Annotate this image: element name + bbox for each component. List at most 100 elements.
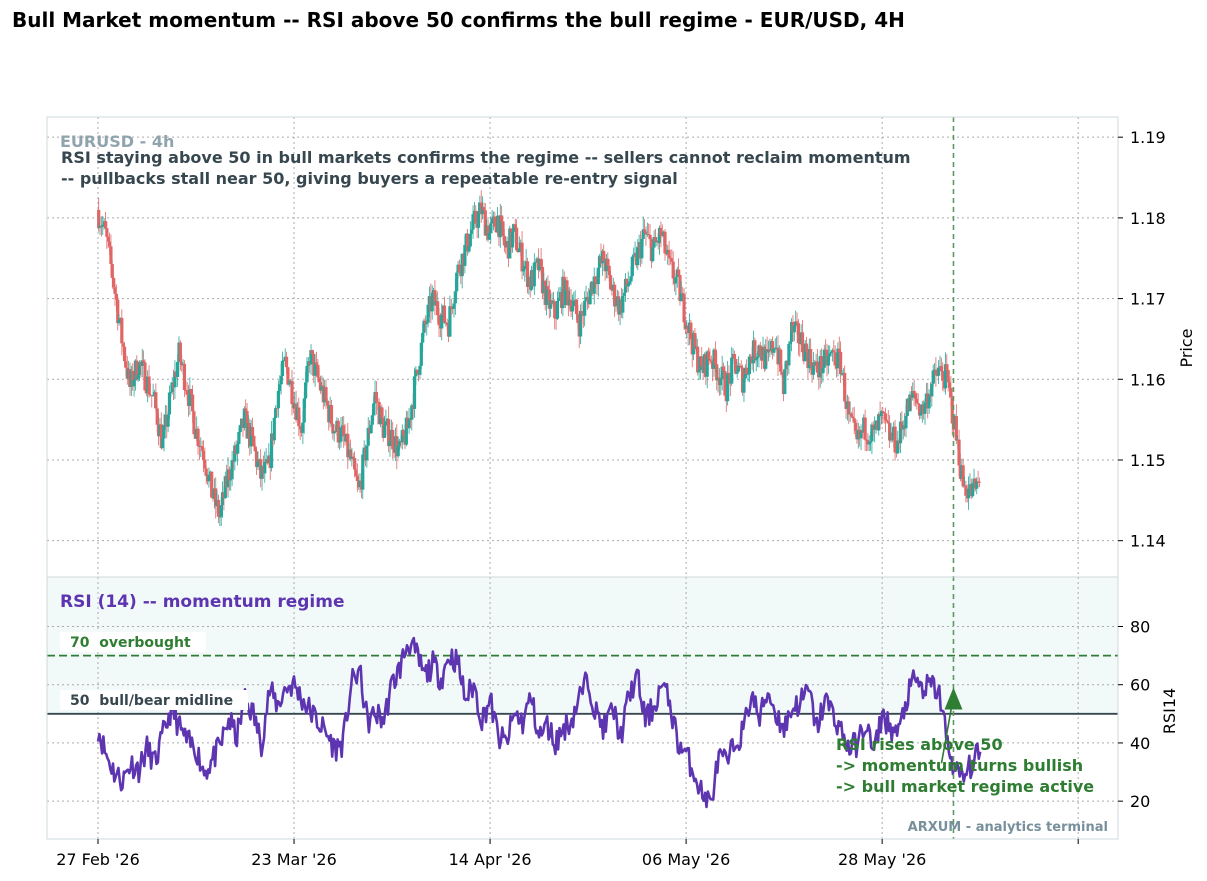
candlesticks [97,190,982,527]
candle [147,365,151,398]
rsi-line [96,636,982,809]
candle [917,403,922,420]
candle [553,299,557,330]
candle [632,247,636,269]
candle [98,216,102,235]
rsi-ytick-label: 60 [1130,676,1150,695]
candle [647,223,651,236]
candle [280,351,285,384]
candle [770,336,775,360]
candle [592,267,596,305]
candle [843,365,847,403]
candle [407,407,411,434]
candle [354,460,358,477]
rsi-panel-frame [46,576,1119,840]
candle [544,277,549,316]
candle [608,271,613,290]
candle [794,310,798,328]
candle [220,481,225,518]
candle [182,360,187,397]
price-ytick-label: 1.16 [1130,370,1166,389]
candle [167,385,172,419]
candle [216,494,221,524]
rsi-axis-label: RSI14 [1160,688,1179,734]
candle [859,424,863,451]
candle [779,347,783,376]
candle [819,348,824,384]
candle [286,366,290,386]
candle [888,414,892,449]
candle [116,296,120,331]
candle [898,412,903,454]
candle [249,419,253,454]
price-annotation-line-1: RSI staying above 50 in bull markets con… [61,148,911,167]
price-axis-label: Price [1177,328,1196,367]
rsi-panel-title: RSI (14) -- momentum regime [60,592,344,612]
candle [715,352,719,391]
candle [490,209,494,234]
candle [397,438,402,451]
signal-annotation-line-2: -> momentum turns bullish [836,756,1083,775]
candle [640,234,644,264]
overbought-label: 70 overbought [70,635,191,651]
candle [912,379,916,406]
candle [943,352,948,395]
candle [867,435,871,452]
candle [178,340,182,371]
candle [449,298,453,317]
candle [342,415,346,448]
candle [150,394,154,408]
candle [244,399,248,414]
price-ytick-label: 1.19 [1130,128,1166,147]
candle [883,407,888,433]
candle [641,216,645,247]
candle [448,295,452,338]
candle [934,357,938,387]
candle [663,229,667,261]
candle [468,221,472,249]
candle [555,291,560,320]
candle [103,212,108,229]
price-annotation-line-2: -- pullbacks stall near 50, giving buyer… [61,169,678,188]
candle [679,281,683,302]
candle [893,419,897,461]
candle [419,339,423,369]
candle [493,211,497,228]
candle [525,257,530,294]
price-ytick-label: 1.15 [1130,451,1166,470]
candle [915,392,919,410]
chart-title: Bull Market momentum -- RSI above 50 con… [12,8,905,32]
candle [143,359,147,392]
candle [630,254,634,280]
overbought-label-bg [60,632,206,652]
candle [455,270,459,297]
candle [923,398,927,425]
candle [659,221,663,248]
candle [235,441,240,466]
candle [404,410,408,447]
rsi-ytick-label: 80 [1130,617,1150,636]
candle [736,356,741,373]
candle [210,471,214,498]
candle [570,294,575,320]
candle [549,293,553,318]
candle [140,348,144,378]
candle [414,366,418,386]
candle [866,433,870,451]
candle [746,373,750,382]
candle [272,416,276,445]
candle [274,405,278,419]
candle [442,296,447,324]
candle [263,451,267,483]
candle [275,406,279,417]
candle [361,450,365,500]
xtick-label: 23 Mar '26 [251,850,336,869]
candle [207,467,211,488]
xtick-label: 14 Apr '26 [449,850,532,869]
candle [754,352,758,372]
candle [667,240,671,266]
candle [515,219,519,252]
candle [836,342,840,377]
candle [966,476,971,510]
